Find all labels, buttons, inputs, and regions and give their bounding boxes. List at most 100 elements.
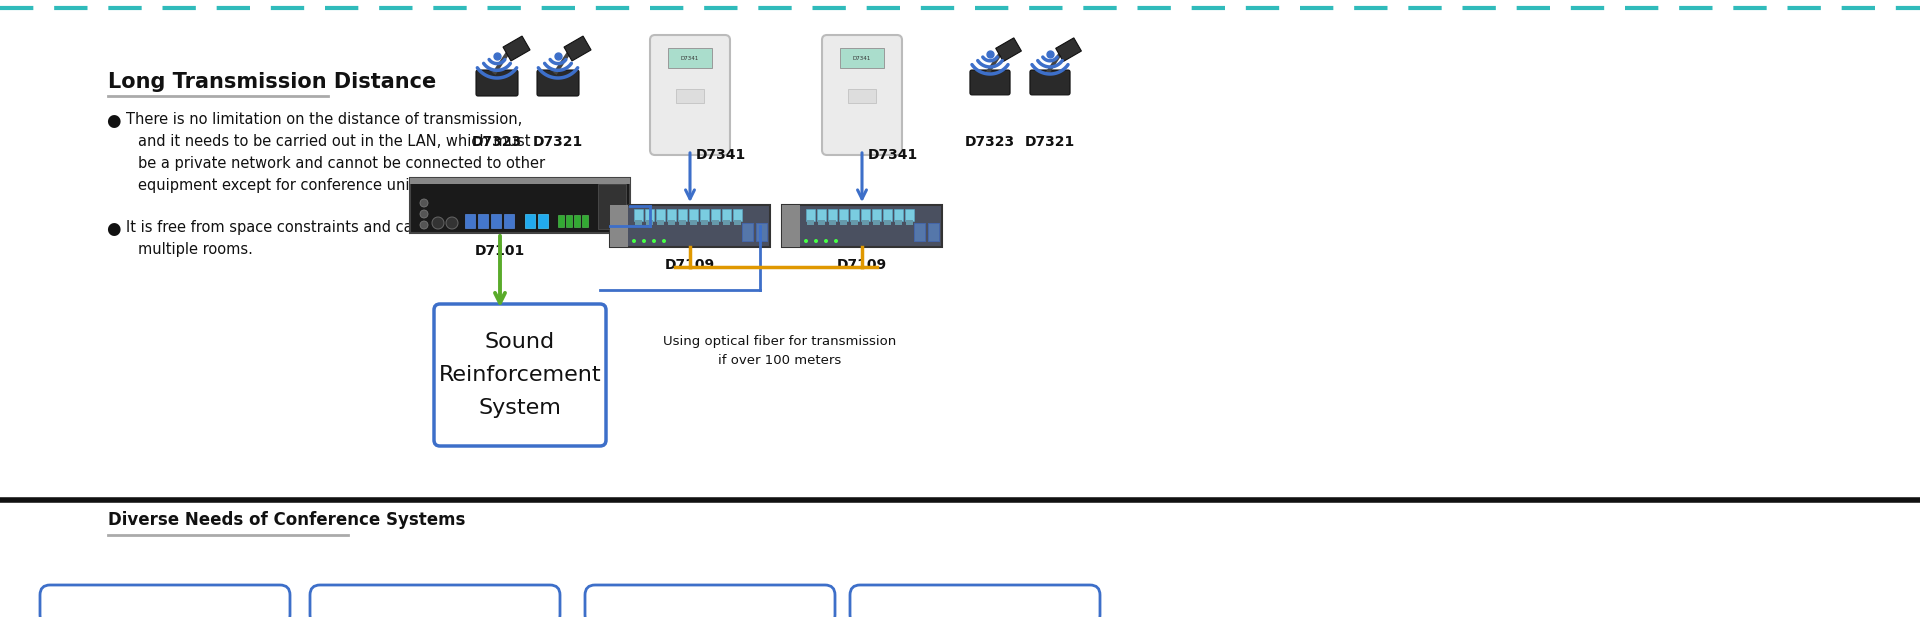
Text: D7109: D7109 [664,258,714,272]
Bar [883,220,891,225]
Bar [566,215,572,227]
Bar [806,209,814,221]
Bar [828,209,837,221]
Bar [465,214,474,228]
Circle shape [632,239,636,243]
Polygon shape [503,36,530,61]
Bar [733,220,741,225]
Circle shape [420,199,428,207]
Circle shape [432,217,444,229]
Bar [574,215,580,227]
Bar [781,205,943,247]
Text: D7341: D7341 [868,148,918,162]
Bar [657,220,664,225]
Circle shape [641,239,645,243]
Bar [710,209,720,221]
Text: D7323: D7323 [472,135,522,149]
Polygon shape [1056,38,1081,62]
Bar [524,214,536,228]
FancyBboxPatch shape [651,35,730,155]
Bar [818,209,826,221]
Bar [781,205,801,247]
Polygon shape [996,38,1021,62]
Circle shape [833,239,837,243]
Bar [701,209,708,221]
Bar [722,209,732,221]
Bar [862,220,870,225]
Bar [680,220,685,225]
Circle shape [420,221,428,229]
Bar [906,220,914,225]
Bar [645,209,655,221]
Text: equipment except for conference units.: equipment except for conference units. [138,178,428,193]
Text: There is no limitation on the distance of transmission,: There is no limitation on the distance o… [127,112,522,127]
Text: D7321: D7321 [1025,135,1075,149]
FancyBboxPatch shape [1029,70,1069,95]
Bar [645,220,653,225]
Bar [895,209,902,221]
FancyBboxPatch shape [822,35,902,155]
Bar [492,214,501,228]
Bar [666,209,676,221]
Text: D7323: D7323 [966,135,1016,149]
Circle shape [824,239,828,243]
Text: D7109: D7109 [837,258,887,272]
Bar [904,209,914,221]
Bar [839,209,849,221]
FancyBboxPatch shape [434,304,607,446]
Bar [806,220,814,225]
Bar [849,89,876,103]
Bar [611,205,628,247]
Bar [411,178,630,184]
Bar [538,214,547,228]
FancyBboxPatch shape [40,585,290,617]
Bar [756,223,766,241]
Text: D7341: D7341 [682,56,699,60]
Text: and it needs to be carried out in the LAN, which must: and it needs to be carried out in the LA… [138,134,530,149]
FancyBboxPatch shape [476,70,518,96]
Text: multiple rooms.: multiple rooms. [138,242,253,257]
Bar [634,209,643,221]
Bar [851,209,858,221]
Bar [668,220,676,225]
Text: D7341: D7341 [852,56,872,60]
Text: Using optical fiber for transmission
if over 100 meters: Using optical fiber for transmission if … [664,335,897,367]
Bar [712,220,718,225]
Bar [503,214,515,228]
Bar [689,220,697,225]
Bar [478,214,488,228]
Bar [841,220,847,225]
Circle shape [445,217,459,229]
Text: D7101: D7101 [474,244,526,258]
Bar [872,209,881,221]
Bar [741,223,753,241]
Bar [883,209,893,221]
FancyBboxPatch shape [309,585,561,617]
Text: D7341: D7341 [695,148,747,162]
Bar [559,215,564,227]
Bar [689,209,699,221]
FancyBboxPatch shape [851,585,1100,617]
Bar [678,209,687,221]
Bar [874,220,879,225]
Bar [701,220,708,225]
Text: be a private network and cannot be connected to other: be a private network and cannot be conne… [138,156,545,171]
Bar [597,184,626,229]
Circle shape [420,210,428,218]
Circle shape [653,239,657,243]
Bar [829,220,835,225]
Bar [851,220,858,225]
Text: D7321: D7321 [534,135,584,149]
Circle shape [662,239,666,243]
Bar [411,178,630,233]
FancyBboxPatch shape [586,585,835,617]
Bar [895,220,902,225]
Bar [841,48,883,68]
Bar [914,223,925,241]
Bar [611,205,770,247]
Bar [733,209,741,221]
Text: Diverse Needs of Conference Systems: Diverse Needs of Conference Systems [108,511,465,529]
Text: It is free from space constraints and can be used in: It is free from space constraints and ca… [127,220,503,235]
Bar [657,209,664,221]
Text: Sound
Reinforcement
System: Sound Reinforcement System [438,332,601,418]
